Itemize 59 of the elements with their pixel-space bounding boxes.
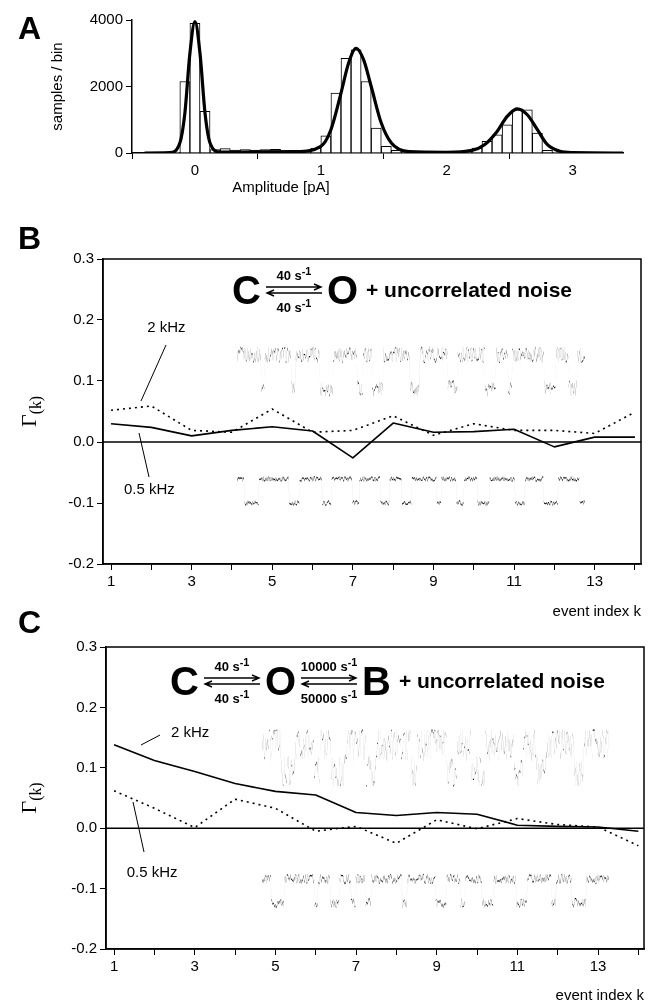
y-tick-label: 4000 bbox=[89, 10, 123, 28]
text: 2 kHz bbox=[147, 318, 186, 336]
annotation: 40 s$^{-1}$ bbox=[214, 688, 250, 707]
y-tick-label: 0.2 bbox=[73, 310, 94, 328]
chart-title: C bbox=[18, 603, 42, 640]
x-tick-label: 11 bbox=[506, 572, 522, 590]
annotation: B bbox=[362, 659, 391, 703]
y-tick-label: 0.2 bbox=[76, 697, 97, 715]
x-tick-label: 1 bbox=[109, 957, 119, 975]
legend-label: 2 kHz bbox=[170, 722, 210, 740]
annotation: + uncorrelated noise bbox=[398, 669, 605, 693]
y-axis-title: samples / bin bbox=[48, 42, 66, 131]
y-tick-label: 0.1 bbox=[76, 757, 97, 775]
y-tick-label: 0 bbox=[114, 143, 123, 161]
x-tick-label: 3 bbox=[187, 572, 196, 590]
x-axis-title: Amplitude [pA] bbox=[232, 178, 330, 196]
chart-title: A bbox=[18, 9, 42, 46]
y-tick-label: 0.3 bbox=[76, 637, 97, 655]
annotation: 50000 s$^{-1}$ bbox=[300, 688, 358, 707]
y-axis-title: Γ(k) bbox=[15, 395, 45, 428]
x-tick-label: 13 bbox=[589, 957, 607, 975]
x-tick-label: 11 bbox=[509, 957, 526, 975]
x-tick-label: 7 bbox=[351, 957, 361, 975]
annotation: + uncorrelated noise bbox=[366, 278, 572, 302]
x-tick-label: 5 bbox=[271, 957, 280, 975]
annotation: C bbox=[232, 268, 261, 312]
annotation: O bbox=[264, 659, 297, 703]
x-tick-label: 9 bbox=[432, 957, 441, 975]
y-tick-label: -0.1 bbox=[71, 878, 97, 896]
y-tick-label: 0.3 bbox=[73, 249, 94, 267]
x-tick-label: 1 bbox=[316, 161, 326, 179]
text: 0.5 kHz bbox=[126, 862, 178, 880]
y-tick-label: 2000 bbox=[89, 76, 123, 94]
y-tick-label: 0.0 bbox=[76, 818, 97, 836]
chart-title: B bbox=[18, 219, 42, 256]
annotation: C bbox=[170, 659, 199, 703]
x-tick-label: 13 bbox=[586, 572, 603, 590]
y-tick-label: 0.1 bbox=[73, 371, 94, 389]
y-tick-label: -0.2 bbox=[71, 939, 97, 957]
y-tick-label: 0.0 bbox=[73, 432, 94, 450]
annotation: 40 s$^{-1}$ bbox=[276, 297, 312, 316]
y-tick-label: -0.2 bbox=[68, 554, 94, 572]
x-tick-label: 3 bbox=[568, 161, 577, 179]
x-tick-label: 1 bbox=[106, 572, 116, 590]
text: 0.5 kHz bbox=[123, 479, 175, 497]
x-axis-title: event index k bbox=[555, 986, 645, 1004]
x-axis-title: event index k bbox=[552, 602, 642, 620]
annotation: 10000 s$^{-1}$ bbox=[300, 655, 358, 674]
x-tick-label: 5 bbox=[268, 572, 277, 590]
y-tick-label: -0.1 bbox=[68, 493, 94, 511]
annotation: O bbox=[326, 268, 359, 312]
annotation: 40 s$^{-1}$ bbox=[276, 264, 312, 283]
x-tick-label: 0 bbox=[190, 161, 200, 179]
x-tick-label: 9 bbox=[429, 572, 438, 590]
annotation: 40 s$^{-1}$ bbox=[214, 655, 250, 674]
x-tick-label: 2 bbox=[442, 161, 451, 179]
x-tick-label: 7 bbox=[348, 572, 358, 590]
x-tick-label: 3 bbox=[190, 957, 199, 975]
y-axis-title: Γ(k) bbox=[15, 782, 45, 814]
